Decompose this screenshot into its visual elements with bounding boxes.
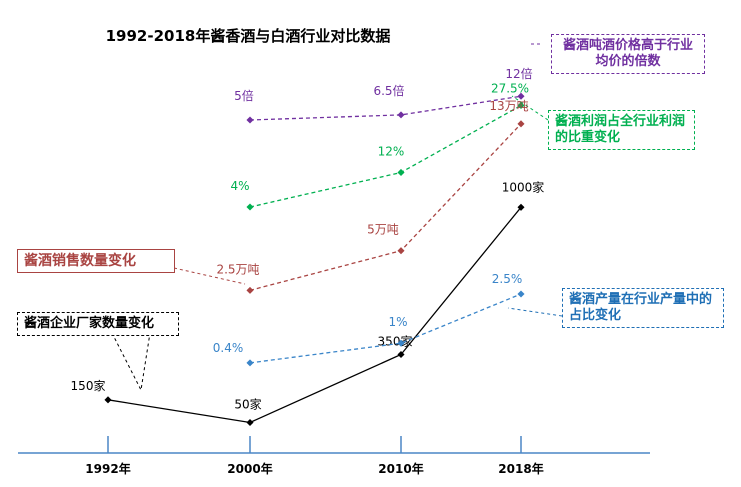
series-line-companies <box>107 206 522 424</box>
data-label-companies: 1000家 <box>502 179 545 194</box>
x-axis-ticks: 1992年 2000年 2010年 2018年 <box>85 436 544 476</box>
data-label-share: 2.5% <box>492 272 523 286</box>
callout-multiple: 酱酒吨酒价格高于行业均价的倍数 <box>551 34 705 74</box>
x-tick-label: 2010年 <box>378 461 423 476</box>
data-point-sales <box>517 120 525 128</box>
data-label-sales: 13万吨 <box>489 99 528 113</box>
data-label-sales: 2.5万吨 <box>216 262 259 276</box>
data-point-multiple <box>517 92 525 100</box>
data-label-companies: 50家 <box>234 396 261 411</box>
data-point-share <box>517 290 525 298</box>
data-point-companies <box>104 396 112 404</box>
data-point-sales <box>246 286 254 294</box>
x-tick-label: 2000年 <box>227 461 272 476</box>
data-point-profit <box>397 168 405 176</box>
x-tick-label: 2018年 <box>498 461 543 476</box>
data-point-companies <box>397 350 405 359</box>
data-point-multiple <box>397 111 405 119</box>
x-tick-label: 1992年 <box>85 461 130 476</box>
data-point-companies <box>246 418 254 427</box>
data-label-profit: 4% <box>230 179 249 193</box>
data-label-share: 1% <box>388 315 407 329</box>
callout-leader <box>111 332 151 392</box>
data-label-multiple: 12倍 <box>505 66 532 81</box>
data-label-profit: 12% <box>378 144 405 158</box>
series-line-multiple <box>249 95 522 121</box>
callout-leader <box>507 307 563 317</box>
data-point-multiple <box>246 116 254 124</box>
callout-profit: 酱酒利润占全行业利润的比重变化 <box>548 110 695 150</box>
series-group: 5倍 6.5倍 12倍 4% 12% 27.5% 2.5万吨 5万吨 13万吨 150家 50家 35… <box>71 66 545 427</box>
series-line-share <box>249 293 522 364</box>
callout-companies: 酱酒企业厂家数量变化 <box>17 312 179 336</box>
data-point-share <box>246 359 254 367</box>
data-label-share: 0.4% <box>213 341 244 355</box>
data-point-profit <box>517 101 525 110</box>
data-label-multiple: 5倍 <box>234 88 254 103</box>
data-label-sales: 5万吨 <box>367 223 399 237</box>
chart-title: 1992-2018年酱香酒与白酒行业对比数据 <box>106 27 391 45</box>
data-point-profit <box>246 203 254 211</box>
data-point-sales <box>397 247 405 255</box>
callout-leaders <box>111 43 563 392</box>
callout-share: 酱酒产量在行业产量中的占比变化 <box>562 288 724 328</box>
data-point-companies <box>517 203 525 211</box>
data-label-multiple: 6.5倍 <box>373 83 404 98</box>
callout-sales: 酱酒销售数量变化 <box>17 249 175 273</box>
callout-leader <box>511 95 549 121</box>
data-label-companies: 150家 <box>71 378 106 393</box>
data-point-share <box>397 339 405 347</box>
data-label-companies: 350家 <box>378 334 413 349</box>
callout-leader <box>173 267 246 285</box>
data-label-profit: 27.5% <box>491 82 529 96</box>
